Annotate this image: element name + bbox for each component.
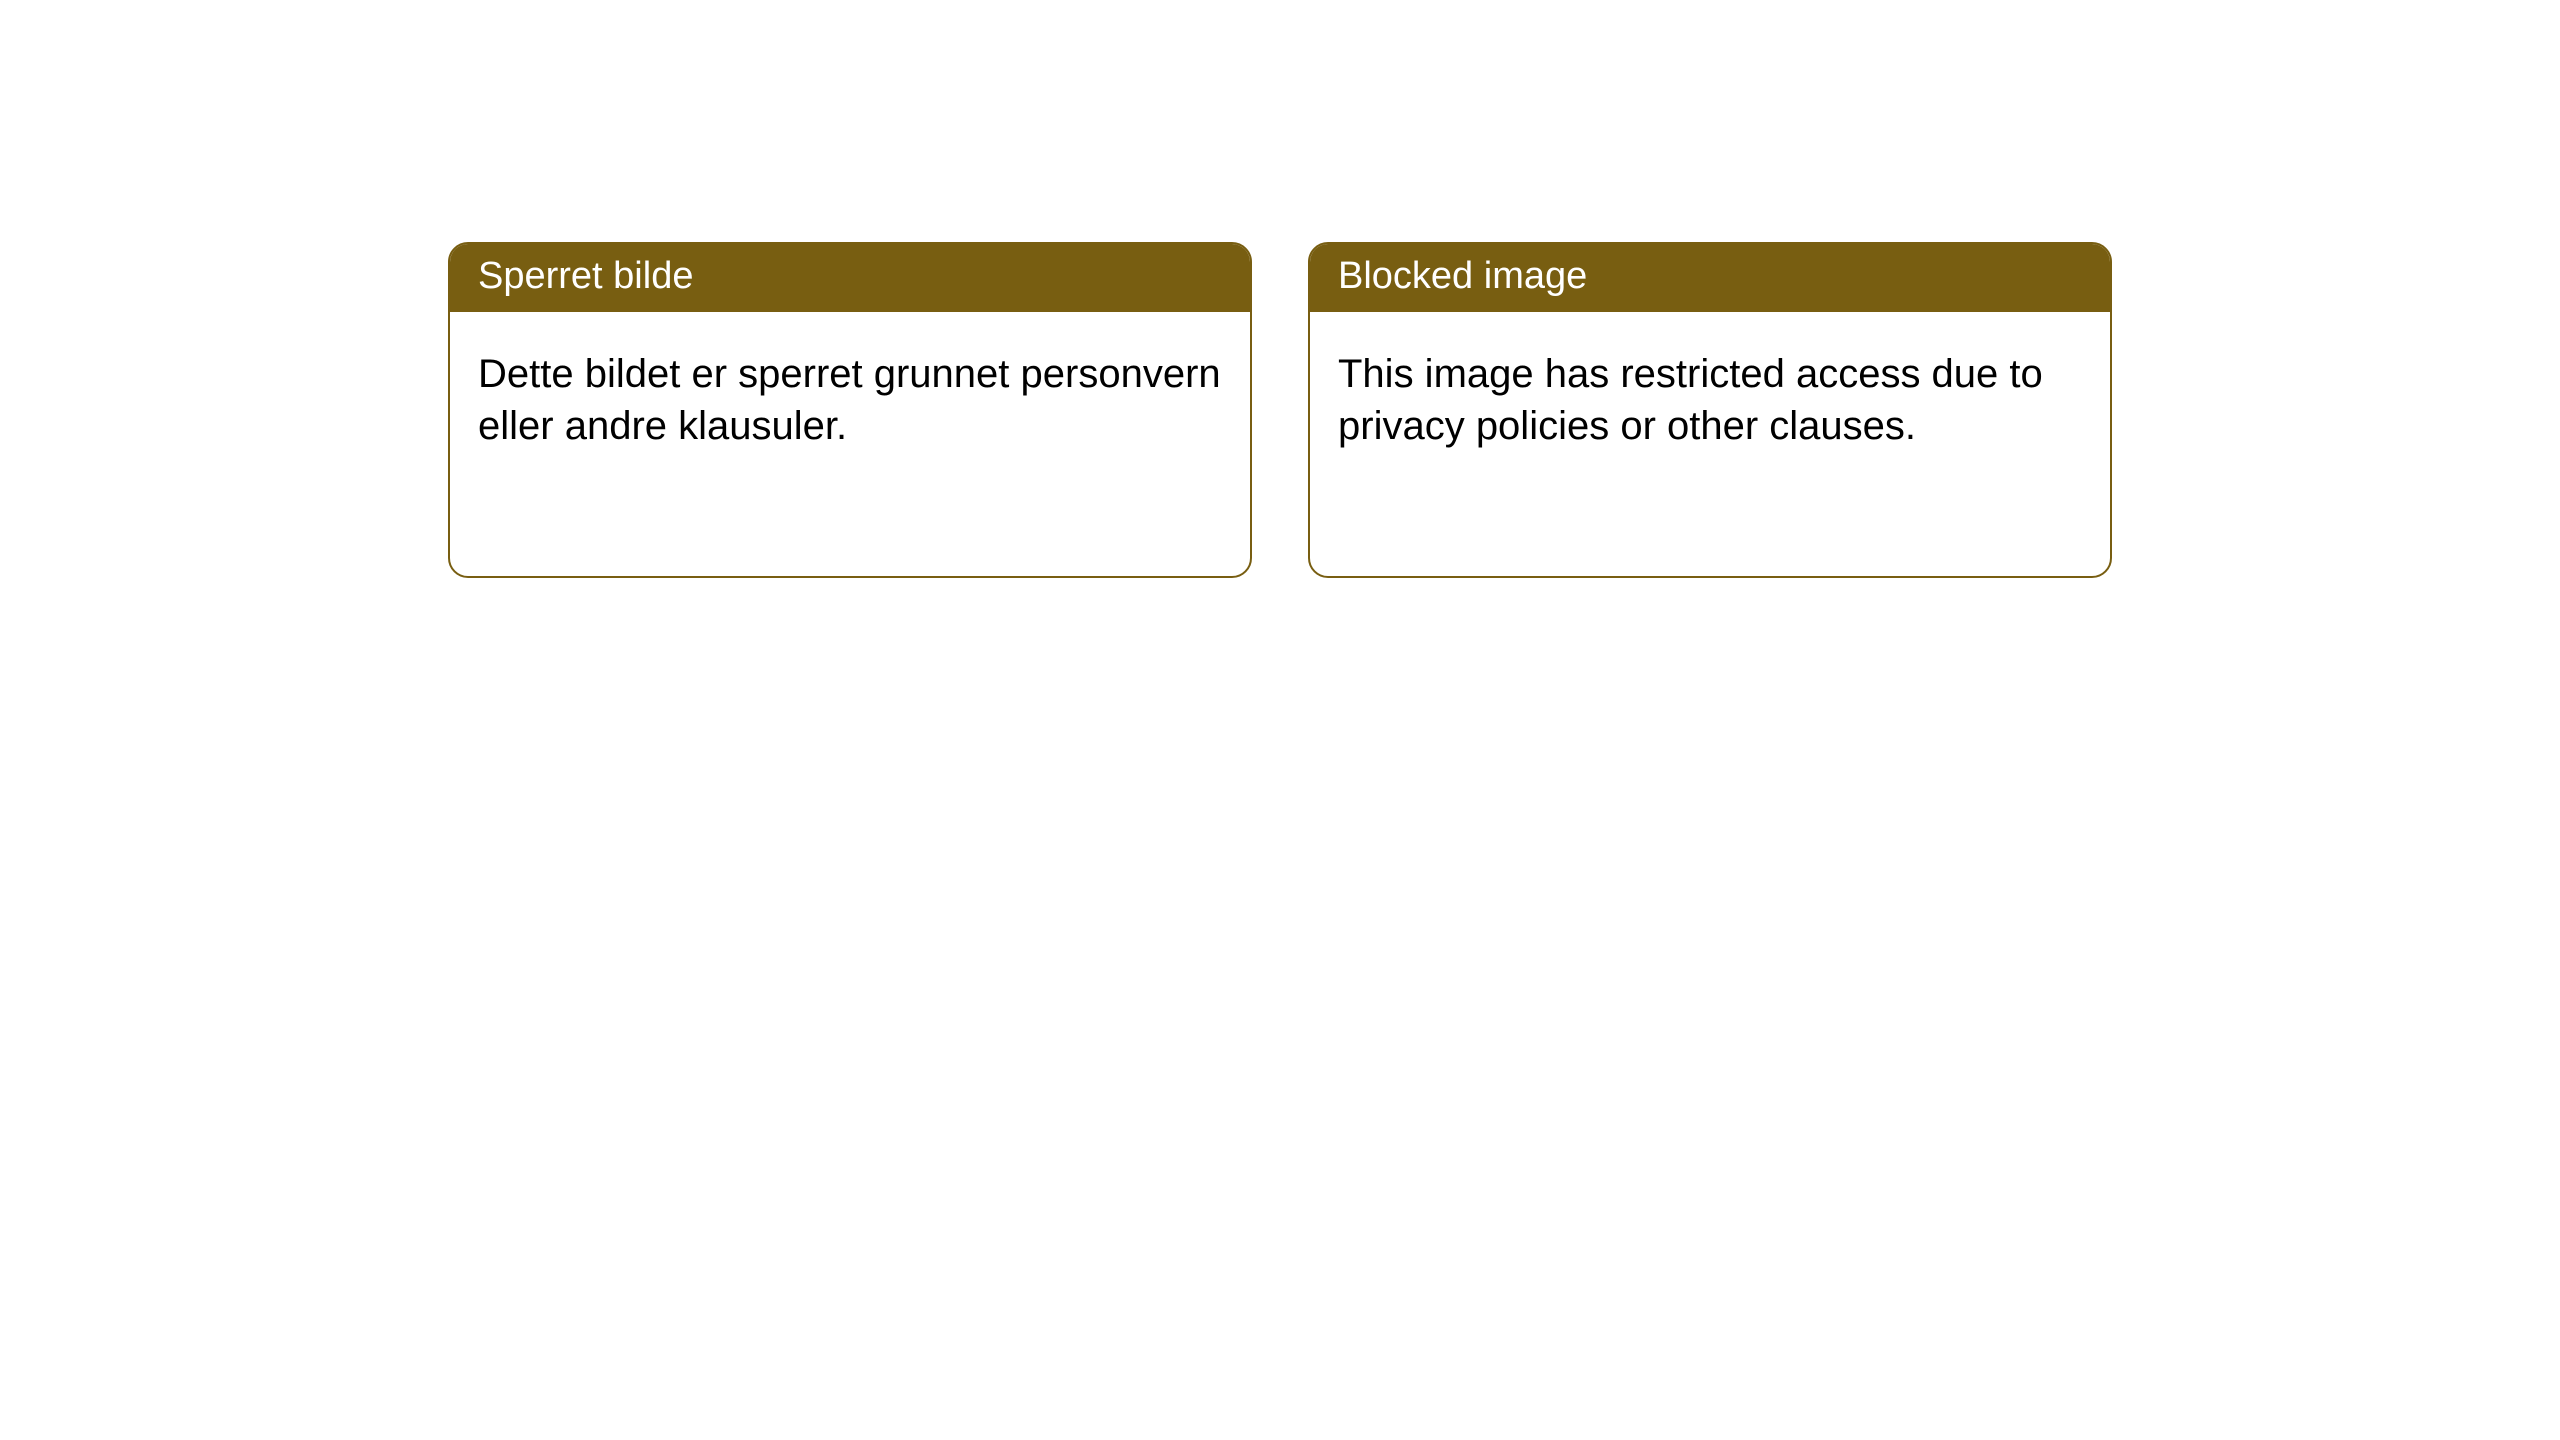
card-header-no: Sperret bilde [450, 244, 1250, 312]
blocked-image-card-no: Sperret bilde Dette bildet er sperret gr… [448, 242, 1252, 578]
card-title-en: Blocked image [1338, 255, 1587, 297]
card-body-no: Dette bildet er sperret grunnet personve… [450, 312, 1250, 480]
card-body-text-en: This image has restricted access due to … [1338, 352, 2043, 448]
blocked-image-card-en: Blocked image This image has restricted … [1308, 242, 2112, 578]
notice-container: Sperret bilde Dette bildet er sperret gr… [0, 0, 2560, 578]
card-title-no: Sperret bilde [478, 255, 693, 297]
card-body-en: This image has restricted access due to … [1310, 312, 2110, 480]
card-body-text-no: Dette bildet er sperret grunnet personve… [478, 352, 1221, 448]
card-header-en: Blocked image [1310, 244, 2110, 312]
